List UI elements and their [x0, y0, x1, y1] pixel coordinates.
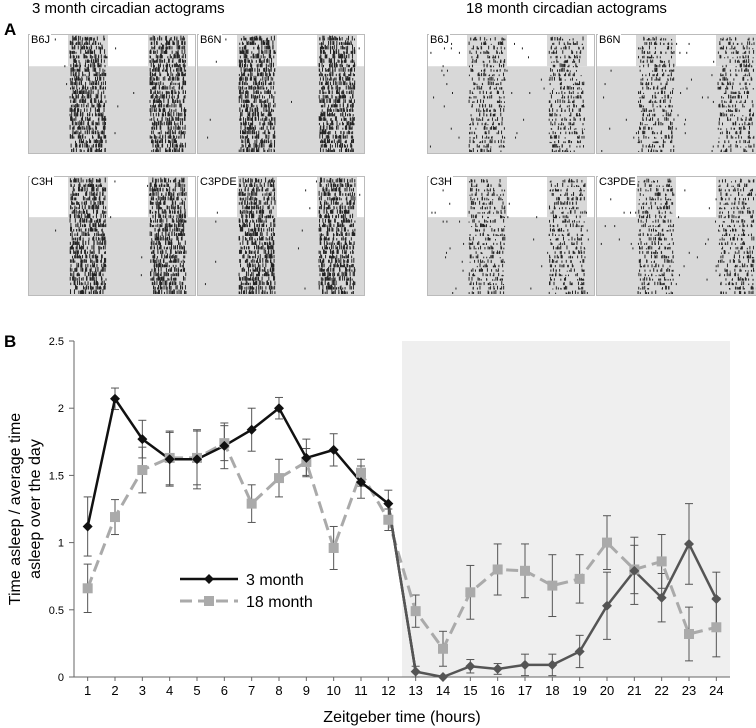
actogram-3m-c3pde: C3PDE: [197, 176, 365, 296]
actogram-3m-b6j: B6J: [28, 34, 196, 154]
group-title-18-month: 18 month circadian actograms: [466, 0, 667, 17]
actogram-3m-c3h-label: C3H: [30, 176, 55, 188]
actogram-dark-shading: [198, 217, 364, 295]
actogram-3m-b6n-label: B6N: [199, 34, 223, 46]
actogram-3m-c3h-plot: [28, 176, 196, 296]
actogram-3m-b6j-plot: [28, 34, 196, 154]
actogram-3m-b6j-label: B6J: [30, 34, 51, 46]
actogram-3m-c3pde-plot: [197, 176, 365, 296]
actogram-3m-c3h: C3H: [28, 176, 196, 296]
group-title-3-month: 3 month circadian actograms: [32, 0, 225, 17]
actogram-3m-b6n-plot: [197, 34, 365, 154]
panel-a-letter: A: [4, 20, 17, 39]
actogram-3m-b6n: B6N: [197, 34, 365, 154]
actogram-dark-shading: [29, 66, 195, 153]
